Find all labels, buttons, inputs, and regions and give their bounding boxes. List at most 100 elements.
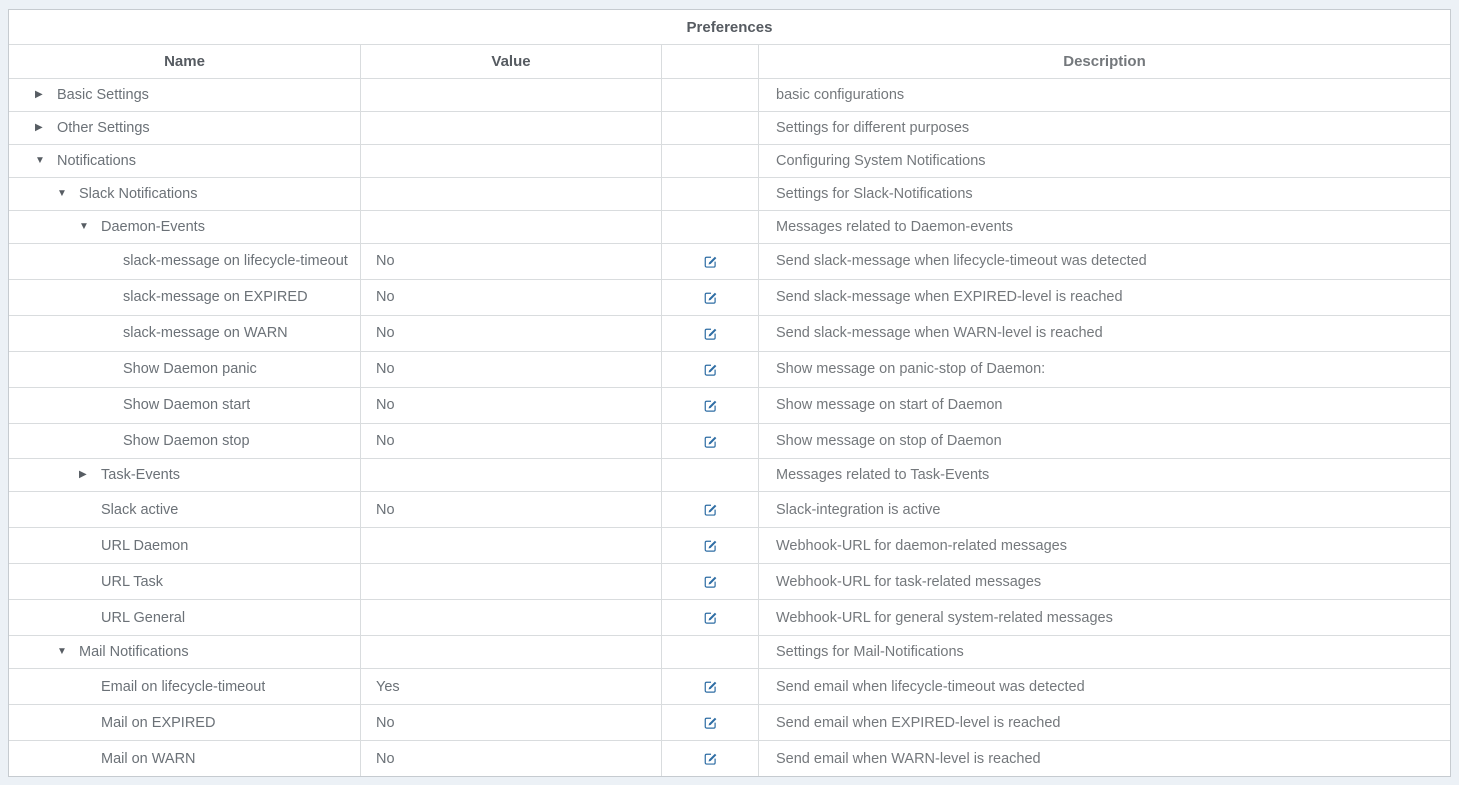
- value-cell: No: [361, 492, 662, 528]
- name-cell: ▼ Mail Notifications: [9, 636, 361, 669]
- row-description: Send slack-message when EXPIRED-level is…: [776, 289, 1123, 306]
- row-name-label: URL Task: [101, 573, 164, 590]
- edit-button[interactable]: [701, 432, 720, 451]
- table-row: slack-message on EXPIRED No Send slack-m…: [9, 279, 1450, 316]
- collapse-toggle-icon[interactable]: ▼: [35, 154, 45, 166]
- row-description: Messages related to Daemon-events: [776, 218, 1013, 235]
- row-description: Webhook-URL for general system-related m…: [776, 609, 1113, 626]
- edit-cell: [662, 600, 759, 636]
- row-description: Show message on start of Daemon: [776, 397, 1003, 414]
- value-cell: [361, 600, 662, 636]
- name-cell: URL Task: [9, 564, 361, 600]
- table-title: Preferences: [9, 10, 1450, 45]
- row-name-label: slack-message on lifecycle-timeout: [123, 253, 348, 270]
- edit-button[interactable]: [701, 749, 720, 768]
- row-description: Send slack-message when lifecycle-timeou…: [776, 253, 1147, 270]
- table-row: Show Daemon panic No Show message on pan…: [9, 351, 1450, 388]
- row-value: No: [376, 750, 395, 767]
- row-name-label: Email on lifecycle-timeout: [101, 678, 266, 695]
- row-name-label: Basic Settings: [57, 86, 149, 103]
- name-cell: Show Daemon start: [9, 387, 361, 423]
- row-value: No: [376, 433, 395, 449]
- collapse-toggle-icon[interactable]: ▼: [79, 220, 89, 232]
- expand-toggle-icon[interactable]: ▶: [35, 121, 43, 133]
- collapse-toggle-icon[interactable]: ▼: [57, 646, 67, 658]
- edit-button[interactable]: [701, 677, 720, 696]
- row-description: Show message on panic-stop of Daemon:: [776, 361, 1046, 378]
- row-name-label: Slack Notifications: [79, 185, 198, 202]
- value-cell: [361, 177, 662, 210]
- table-header-row: Name Value Description: [9, 45, 1450, 79]
- table-row: Show Daemon start No Show message on sta…: [9, 387, 1450, 424]
- edit-icon: [704, 328, 716, 340]
- name-cell: Mail on EXPIRED: [9, 705, 361, 741]
- row-name-label: slack-message on EXPIRED: [123, 289, 308, 306]
- edit-button[interactable]: [701, 500, 720, 519]
- row-name-label: Show Daemon start: [123, 397, 251, 414]
- value-cell: No: [361, 387, 662, 423]
- table-row: Mail on WARN No Send email when WARN-lev…: [9, 741, 1450, 777]
- table-row: ▶ Task-Events Messages related to Task-E…: [9, 459, 1450, 493]
- edit-button[interactable]: [701, 252, 720, 271]
- name-cell: Show Daemon panic: [9, 351, 361, 387]
- value-cell: No: [361, 705, 662, 741]
- table-row: ▼ Daemon-Events Messages related to Daem…: [9, 210, 1450, 244]
- table-row: Mail on EXPIRED No Send email when EXPIR…: [9, 705, 1450, 742]
- table-row: Slack active No Slack-integration is act…: [9, 492, 1450, 529]
- edit-cell: [662, 351, 759, 387]
- edit-cell: [662, 144, 759, 177]
- edit-cell: [662, 492, 759, 528]
- edit-button[interactable]: [701, 536, 720, 555]
- row-value: No: [376, 501, 395, 518]
- edit-button[interactable]: [701, 396, 720, 415]
- row-name-label: Mail Notifications: [79, 644, 189, 661]
- table-row: URL Task Webhook-URL for task-related me…: [9, 564, 1450, 601]
- row-description: Messages related to Task-Events: [776, 467, 990, 484]
- edit-icon: [704, 612, 716, 624]
- expand-toggle-icon[interactable]: ▶: [79, 469, 87, 481]
- value-cell: No: [361, 243, 662, 279]
- row-name-label: URL Daemon: [101, 537, 189, 554]
- row-description: Slack-integration is active: [776, 501, 941, 518]
- value-cell: No: [361, 279, 662, 315]
- table-row: ▼ Slack Notifications Settings for Slack…: [9, 177, 1450, 211]
- table-row: Show Daemon stop No Show message on stop…: [9, 423, 1450, 460]
- edit-cell: [662, 705, 759, 741]
- edit-icon: [704, 576, 716, 588]
- row-description: Send slack-message when WARN-level is re…: [776, 325, 1103, 342]
- collapse-toggle-icon[interactable]: ▼: [57, 187, 67, 199]
- value-cell: No: [361, 423, 662, 459]
- edit-button[interactable]: [701, 608, 720, 627]
- edit-cell: [662, 564, 759, 600]
- value-cell: [361, 636, 662, 669]
- row-description: Settings for Slack-Notifications: [776, 185, 973, 202]
- table-row: ▶ Basic Settings basic configurations: [9, 79, 1450, 112]
- edit-button[interactable]: [701, 713, 720, 732]
- name-cell: URL Daemon: [9, 528, 361, 564]
- row-name-label: slack-message on WARN: [123, 325, 288, 342]
- name-cell: URL General: [9, 600, 361, 636]
- table-row: slack-message on WARN No Send slack-mess…: [9, 315, 1450, 352]
- edit-cell: [662, 279, 759, 315]
- edit-button[interactable]: [701, 288, 720, 307]
- row-name-label: Daemon-Events: [101, 218, 205, 235]
- name-cell: slack-message on lifecycle-timeout: [9, 243, 361, 279]
- row-name-label: Mail on WARN: [101, 750, 196, 767]
- edit-cell: [662, 243, 759, 279]
- edit-cell: [662, 423, 759, 459]
- row-value: No: [376, 361, 395, 378]
- row-description: Webhook-URL for task-related messages: [776, 573, 1042, 590]
- name-cell: Mail on WARN: [9, 741, 361, 777]
- edit-button[interactable]: [701, 324, 720, 343]
- edit-icon: [704, 400, 716, 412]
- edit-button[interactable]: [701, 572, 720, 591]
- row-value: No: [376, 253, 395, 270]
- edit-button[interactable]: [701, 360, 720, 379]
- expand-toggle-icon[interactable]: ▶: [35, 88, 43, 100]
- edit-icon: [704, 753, 716, 765]
- preferences-table: Preferences Name Value Description ▶ Bas…: [8, 9, 1451, 777]
- row-name-label: Notifications: [57, 152, 136, 169]
- edit-cell: [662, 528, 759, 564]
- table-row: Email on lifecycle-timeout Yes Send emai…: [9, 669, 1450, 706]
- edit-cell: [662, 459, 759, 492]
